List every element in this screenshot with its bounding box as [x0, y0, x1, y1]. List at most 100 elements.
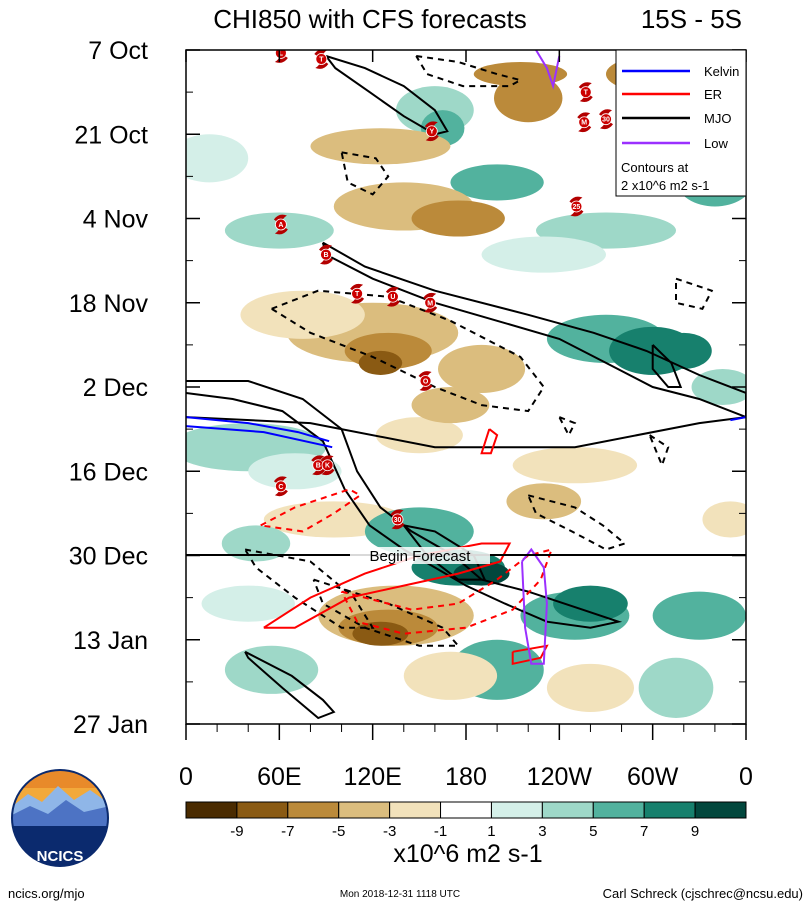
mjo-contour: [651, 344, 683, 388]
x-tick-label: 60E: [257, 763, 301, 791]
ncics-logo: NCICS: [11, 769, 109, 867]
storm-label: Y: [429, 129, 434, 136]
anomaly-blob: [655, 332, 712, 369]
legend-label-kelvin: Kelvin: [704, 64, 739, 79]
anomaly-blob: [411, 387, 490, 424]
x-axis: 0 60E 120E 180 120W 60W 0: [179, 50, 753, 791]
anomaly-blob: [201, 585, 295, 622]
storm-swirl: [311, 455, 326, 476]
storm-circle: [600, 113, 612, 126]
colorbar-swatch: [287, 801, 340, 819]
storm-circle: [579, 86, 592, 99]
storm-label: 30: [394, 517, 402, 524]
colorbar-swatch: [694, 801, 747, 819]
colorbar-swatch: [490, 801, 543, 819]
storm-circle: [570, 200, 583, 213]
kelvin-contour: [186, 425, 333, 449]
anomaly-blob: [553, 585, 628, 622]
er-contour-dashed: [260, 488, 363, 533]
legend-box: [615, 49, 747, 197]
mjo-contour-dashed: [244, 548, 375, 629]
storm-marker: T: [314, 50, 329, 69]
storm-swirl: [578, 82, 593, 103]
y-tick-label: 27 Jan: [73, 711, 148, 739]
low-contour: [535, 50, 561, 90]
storm-swirl: [424, 121, 439, 142]
colorbar-tick-label: 3: [538, 823, 546, 840]
storm-circle: [274, 50, 287, 59]
storm-marker: C: [273, 476, 288, 497]
colorbar-swatch: [338, 801, 391, 819]
storm-swirl: [273, 214, 288, 235]
colorbar: -9 -7 -5 -3 -1 1 3 5 7 9: [185, 801, 747, 840]
colorbar-tick-label: -9: [230, 823, 243, 840]
colorbar-tick-label: -7: [281, 823, 294, 840]
colorbar-tick-label: 9: [691, 823, 699, 840]
storm-circle: [391, 513, 404, 526]
er-contour: [263, 542, 512, 629]
anomaly-blob: [240, 290, 365, 339]
storm-label: K: [325, 463, 330, 470]
storm-swirl: [418, 371, 433, 391]
colorbar-units: x10^6 m2 s-1: [393, 840, 542, 868]
legend-note-line1: Contours at: [621, 160, 689, 175]
colorbar-swatch: [236, 801, 289, 819]
storm-marker: 25: [569, 196, 584, 217]
storm-marker: U: [385, 286, 400, 307]
x-tick-label: 180: [445, 763, 487, 791]
x-tick-label: 0: [739, 763, 753, 791]
colorbar-tick-label: 7: [640, 823, 648, 840]
storm-marker: L: [274, 50, 288, 63]
mjo-contour-dashed: [340, 151, 390, 196]
storm-label: O: [423, 378, 429, 385]
x-tick-label: 60W: [627, 763, 679, 791]
x-tick-label: 120W: [527, 763, 593, 791]
storm-marker: O: [418, 371, 433, 391]
legend-label-mjo: MJO: [704, 111, 731, 126]
mjo-contour: [321, 241, 746, 419]
colorbar-tick-label: -1: [434, 823, 447, 840]
anomaly-blob: [358, 350, 403, 375]
storm-marker: 30: [390, 509, 405, 530]
storm-swirl: [569, 196, 584, 217]
y-tick-label: 30 Dec: [69, 543, 148, 571]
legend-note-line2: 2 x10^6 m2 s-1: [621, 178, 709, 193]
anomaly-blob: [494, 74, 563, 123]
colorbar-swatch: [541, 801, 594, 819]
anomaly-blob: [403, 651, 498, 700]
storm-circle: [321, 459, 334, 472]
storm-swirl: [320, 455, 335, 476]
colorbar-swatch: [643, 801, 696, 819]
anomaly-blob: [512, 447, 638, 484]
kelvin-contour: [730, 416, 746, 422]
anomaly-blob: [438, 344, 526, 394]
storm-circle: [274, 480, 287, 493]
storm-label: B: [316, 463, 321, 470]
storm-marker: 30: [599, 109, 613, 130]
y-tick-label: 2 Dec: [83, 374, 148, 402]
anomaly-blob: [638, 657, 714, 718]
y-tick-label: 7 Oct: [88, 37, 148, 65]
storm-swirl: [350, 283, 365, 304]
mjo-contour-dashed: [271, 289, 546, 413]
anomaly-blob: [186, 134, 249, 183]
storm-label: M: [581, 120, 587, 127]
storm-label: M: [427, 300, 433, 307]
storm-circle: [386, 290, 399, 303]
storm-circle: [351, 287, 364, 300]
storm-label: 25: [573, 204, 581, 211]
anomaly-blob: [506, 483, 582, 520]
y-tick-label: 18 Nov: [69, 290, 149, 318]
begin-forecast-label: Begin Forecast: [370, 548, 472, 565]
mjo-contour-dashed: [415, 55, 524, 88]
storm-marker: M: [423, 292, 438, 313]
storm-label: L: [279, 51, 284, 58]
y-tick-label: 21 Oct: [74, 121, 148, 149]
colorbar-tick-label: -5: [332, 823, 345, 840]
storm-swirl: [273, 476, 288, 497]
contour-layer: [186, 50, 746, 720]
storm-label: 30: [602, 117, 610, 124]
colorbar-tick-label: 1: [487, 823, 495, 840]
